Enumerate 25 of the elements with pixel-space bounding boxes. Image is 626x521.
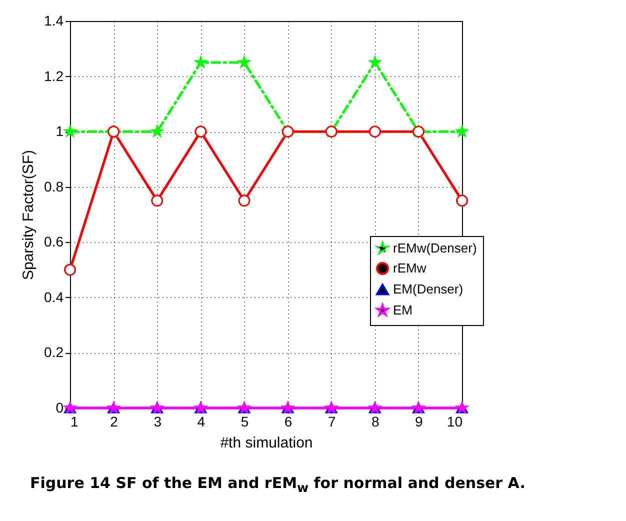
x-tick-label: 2 — [110, 414, 118, 430]
y-tick-label: 0.2 — [44, 344, 64, 360]
legend-label: EM — [393, 302, 412, 318]
x-tick-label: 10 — [446, 414, 463, 430]
legend-label: rEMw — [393, 260, 427, 276]
x-tick-label: 8 — [371, 414, 380, 430]
x-tick-label: 1 — [70, 414, 78, 430]
y-axis-title: Sparsity Factor(SF) — [20, 150, 38, 280]
x-tick-label: 4 — [197, 414, 206, 430]
legend-label: rEMw(Denser) — [393, 240, 477, 256]
y-tick-label: 0.6 — [44, 234, 64, 250]
x-tick-label: 7 — [328, 414, 336, 430]
legend-label: EM(Denser) — [393, 282, 464, 296]
x-axis-title: #th simulation — [220, 434, 313, 452]
x-tick-label: 9 — [415, 414, 424, 430]
caption: Figure 14 SF of the EM and rEM$_{w}$ for normal and denser A. — [30, 474, 526, 495]
y-tick-label: 0.4 — [44, 288, 64, 305]
x-tick-label: 3 — [154, 414, 162, 430]
y-tick-label: 1.2 — [44, 68, 64, 84]
x-tick-label: 6 — [284, 414, 292, 430]
y-tick-label: 0 — [56, 400, 64, 416]
y-tick-label: 1.4 — [44, 12, 64, 28]
y-tick-label: 1 — [56, 123, 64, 140]
y-tick-label: 0.8 — [44, 178, 64, 194]
x-tick-label: 5 — [240, 414, 249, 430]
